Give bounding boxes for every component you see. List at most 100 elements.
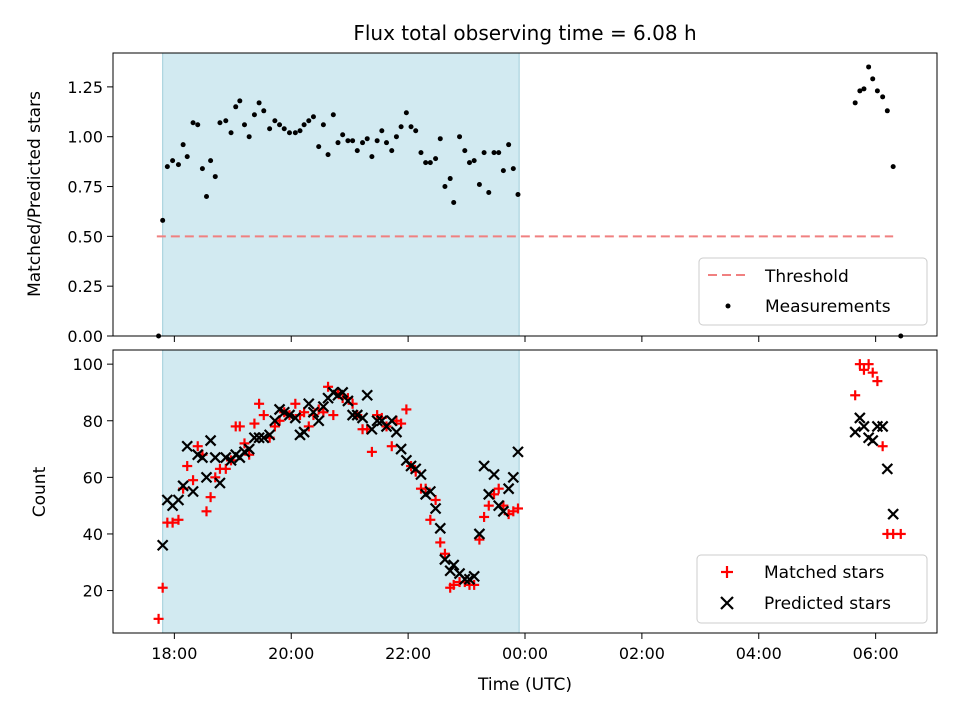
y-tick-label: 0.50 xyxy=(67,227,103,246)
predicted-star-point xyxy=(156,539,169,552)
figure-title: Flux total observing time = 6.08 h xyxy=(353,21,696,45)
predicted-star-point xyxy=(371,414,383,427)
predicted-star-point xyxy=(214,477,226,489)
matched-star-point xyxy=(239,438,250,449)
predicted-star-point xyxy=(871,420,884,433)
predicted-star-point xyxy=(312,414,325,427)
measurement-point xyxy=(208,158,214,164)
predicted-star-point xyxy=(172,494,185,506)
x-tick-label: 04:00 xyxy=(736,644,782,663)
measurement-point xyxy=(437,136,443,142)
matched-star-point xyxy=(430,494,441,505)
measurement-point xyxy=(212,174,218,180)
measurement-point xyxy=(335,140,341,146)
predicted-star-point xyxy=(482,488,495,501)
predicted-star-point xyxy=(468,570,480,583)
predicted-star-point xyxy=(346,409,359,421)
legend-matched-label: Matched stars xyxy=(764,563,884,583)
measurement-point xyxy=(292,130,298,136)
measurement-point xyxy=(228,130,234,136)
measurement-point xyxy=(510,166,516,172)
measurement-point xyxy=(393,134,399,140)
measurement-point xyxy=(857,88,863,94)
predicted-star-point xyxy=(858,420,870,433)
predicted-star-point xyxy=(269,414,281,427)
predicted-star-point xyxy=(342,395,354,407)
measurement-point xyxy=(175,162,181,168)
y-tick-label: 20 xyxy=(83,582,103,601)
predicted-star-point xyxy=(415,468,427,481)
measurement-point xyxy=(374,138,380,144)
measurement-point xyxy=(427,160,433,166)
bottom-x-ticks: 18:00 20:00 22:00 00:00 02:00 04:00 06:00 xyxy=(151,633,899,663)
matched-star-point xyxy=(182,461,193,472)
matched-star-point xyxy=(479,511,490,522)
predicted-star-point xyxy=(366,423,378,436)
measurement-point xyxy=(286,130,292,136)
matched-star-point xyxy=(269,421,280,432)
matched-star-point xyxy=(448,579,459,590)
measurement-point xyxy=(389,148,395,154)
measurement-point xyxy=(184,154,190,160)
measurement-point xyxy=(251,112,257,118)
measurement-point xyxy=(170,158,176,164)
measurement-point xyxy=(267,126,273,132)
predicted-star-point xyxy=(204,434,217,447)
measurement-point xyxy=(515,192,521,197)
matched-star-point xyxy=(192,441,203,452)
y-tick-label: 80 xyxy=(83,412,103,431)
matched-star-point xyxy=(474,534,485,545)
top-legend-box xyxy=(698,257,928,326)
predicted-star-point xyxy=(307,406,320,419)
measurement-point xyxy=(462,148,468,154)
top-y-ticks: 0.00 0.25 0.50 0.75 1.00 1.25 xyxy=(67,78,113,346)
matched-star-point xyxy=(493,483,504,494)
y-tick-label: 100 xyxy=(72,355,103,374)
measurement-point xyxy=(316,144,322,150)
measurement-point xyxy=(180,142,186,148)
matched-star-point xyxy=(201,506,212,517)
measurement-point xyxy=(241,122,247,128)
predicted-star-point xyxy=(243,443,255,455)
predicted-star-point xyxy=(263,429,276,441)
matched-star-point xyxy=(863,359,874,370)
predicted-star-point xyxy=(459,573,471,586)
measurement-point xyxy=(360,140,366,146)
predicted-star-point xyxy=(390,426,403,438)
measurement-point xyxy=(418,150,424,156)
measurement-point xyxy=(306,118,312,124)
measurement-point xyxy=(350,138,356,144)
predicted-star-point xyxy=(424,485,437,498)
predicted-star-point xyxy=(881,463,894,475)
matched-star-point xyxy=(167,517,178,528)
predicted-star-point xyxy=(429,502,442,515)
measurement-point xyxy=(496,150,502,156)
measurement-point xyxy=(383,140,389,146)
y-tick-label: 1.25 xyxy=(67,78,103,97)
measurement-point xyxy=(199,166,205,172)
legend-measurements-swatch xyxy=(725,303,731,309)
measurement-point xyxy=(451,199,457,205)
top-panel: 0.00 0.25 0.50 0.75 1.00 1.25 Matched/Predict… xyxy=(25,52,938,346)
matched-star-point xyxy=(205,492,216,503)
predicted-star-point xyxy=(361,389,373,402)
measurement-point xyxy=(204,193,210,199)
y-tick-label: 60 xyxy=(83,468,103,487)
measurement-point xyxy=(277,122,283,128)
predicted-star-point xyxy=(447,559,460,571)
measurement-point xyxy=(195,122,201,128)
matched-star-point xyxy=(439,548,450,559)
matched-star-point xyxy=(153,613,164,624)
x-tick-label: 20:00 xyxy=(268,644,314,663)
measurement-point xyxy=(447,176,453,182)
predicted-star-point xyxy=(187,485,199,498)
measurement-point xyxy=(880,94,886,100)
measurement-point xyxy=(354,148,360,154)
matched-star-point xyxy=(872,376,883,387)
matched-star-point xyxy=(854,359,865,370)
predicted-stars-points xyxy=(156,386,899,586)
matched-star-point xyxy=(366,446,377,457)
matched-star-point xyxy=(386,441,397,452)
predicted-star-point xyxy=(298,426,310,438)
matched-star-point xyxy=(850,390,861,401)
